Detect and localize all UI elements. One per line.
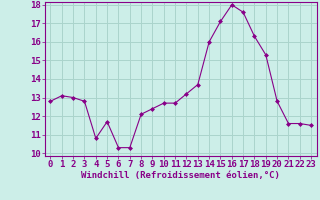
X-axis label: Windchill (Refroidissement éolien,°C): Windchill (Refroidissement éolien,°C) bbox=[81, 171, 280, 180]
